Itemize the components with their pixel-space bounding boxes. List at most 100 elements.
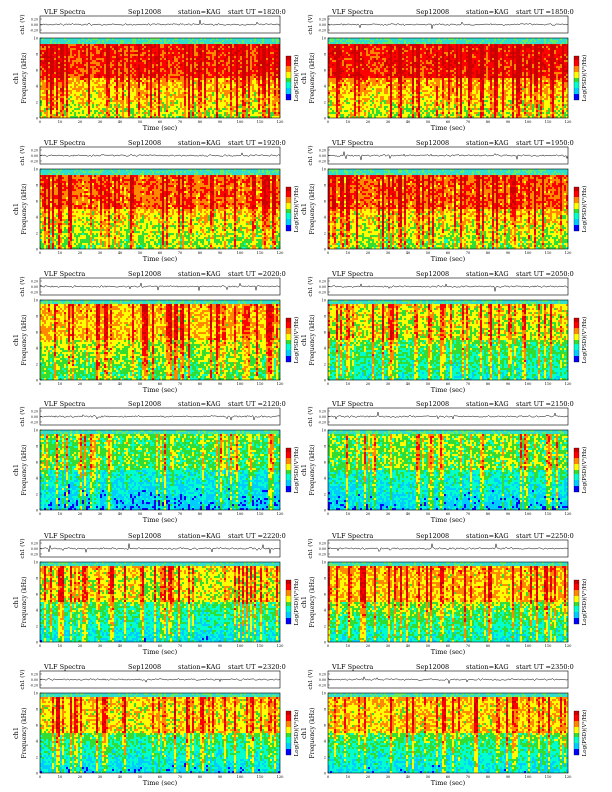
spectrogram-cell <box>42 100 44 102</box>
spectrogram-cell <box>56 84 58 86</box>
spectrogram-cell <box>52 102 54 104</box>
spectrogram-cell <box>40 38 42 40</box>
spectrogram-cell <box>64 46 66 48</box>
spectrogram-cell <box>46 78 48 80</box>
spectrogram-cell <box>56 48 58 50</box>
spectrogram-cell <box>48 54 50 56</box>
spectrogram-cell <box>42 84 44 86</box>
spectrogram-cell <box>42 62 44 64</box>
spectrogram-cell <box>60 62 62 64</box>
spectrogram-cell <box>46 108 48 110</box>
spectrogram-cell <box>48 104 50 106</box>
spectrogram-cell <box>56 42 58 44</box>
spectrogram-cell <box>46 94 48 96</box>
spectrogram-cell <box>48 108 50 110</box>
spectrogram-cell <box>62 102 64 104</box>
trace-tick-label: 0.00 <box>31 23 38 27</box>
spectrogram-cell <box>60 52 62 54</box>
spectrogram-cell <box>58 114 60 116</box>
spectrogram-cell <box>62 66 64 68</box>
spectrogram-cell <box>40 48 42 50</box>
spectrogram-cell <box>58 44 60 46</box>
spectrogram-cell <box>50 72 52 74</box>
spectrogram-cell <box>44 106 46 108</box>
spectrogram-cell <box>44 76 46 78</box>
spectrogram-cell <box>46 92 48 94</box>
spectrogram-cell <box>44 64 46 66</box>
spectrogram-cell <box>48 50 50 52</box>
spectrogram-cell <box>46 66 48 68</box>
spectrogram-cell <box>50 52 52 54</box>
spectrogram-cell <box>50 60 52 62</box>
spectrogram-cell <box>56 90 58 92</box>
spectrogram-cell <box>64 70 66 72</box>
spectrogram-cell <box>44 88 46 90</box>
spectrogram-cell <box>52 72 54 74</box>
spectrogram-cell <box>62 46 64 48</box>
spectrogram-cell <box>42 68 44 70</box>
spectrogram-cell <box>60 56 62 58</box>
spectrogram-cell <box>40 66 42 68</box>
spectrogram-cell <box>66 66 68 68</box>
spectrogram-cell <box>46 86 48 88</box>
spectrogram-cell <box>58 96 60 98</box>
spectrogram-cell <box>46 52 48 54</box>
spectrogram-cell <box>50 46 52 48</box>
spectrogram-cell <box>54 96 56 98</box>
spectrogram-cell <box>56 102 58 104</box>
spectrogram-cell <box>46 90 48 92</box>
spectrogram-cell <box>42 74 44 76</box>
spectrogram-cell <box>56 96 58 98</box>
spectrogram-cell <box>50 76 52 78</box>
spectrogram-cell <box>44 108 46 110</box>
spectrogram-cell <box>62 90 64 92</box>
spectrogram-cell <box>46 76 48 78</box>
spectrogram-cell <box>46 48 48 50</box>
spectrogram-cell <box>58 106 60 108</box>
spectrogram-cell <box>60 100 62 102</box>
spectrogram-cell <box>60 110 62 112</box>
spectrogram-cell <box>64 38 66 40</box>
spectrogram-cell <box>54 38 56 40</box>
spectrogram-cell <box>54 70 56 72</box>
spectrogram-cell <box>40 108 42 110</box>
spectrogram-cell <box>50 50 52 52</box>
spectrogram-cell <box>44 42 46 44</box>
spectrogram-cell <box>40 86 42 88</box>
spectrogram-cell <box>64 40 66 42</box>
spectrogram-cell <box>60 42 62 44</box>
spectrogram-cell <box>48 76 50 78</box>
spectrogram-cell <box>58 62 60 64</box>
spectrogram-cell <box>58 70 60 72</box>
spectrogram-cell <box>58 84 60 86</box>
spectrogram-cell <box>48 58 50 60</box>
spectrogram-cell <box>66 114 68 116</box>
spectrogram-cell <box>58 54 60 56</box>
spectrogram-cell <box>50 44 52 46</box>
spectrogram-cell <box>66 106 68 108</box>
spectrogram-cell <box>40 100 42 102</box>
spectrogram-cell <box>64 88 66 90</box>
spectrogram-cell <box>40 94 42 96</box>
spectrogram-cell <box>50 98 52 100</box>
spectrogram-cell <box>56 76 58 78</box>
spectrogram-cell <box>66 72 68 74</box>
spectrogram-cell <box>60 114 62 116</box>
spectrogram-cell <box>58 90 60 92</box>
spectrogram-cell <box>58 104 60 106</box>
spectrogram-cell <box>44 68 46 70</box>
spectrogram-cell <box>56 40 58 42</box>
spectrogram-cell <box>46 50 48 52</box>
spectrogram-cell <box>44 94 46 96</box>
spectrogram-cell <box>50 48 52 50</box>
spectrogram-cell <box>48 70 50 72</box>
spectrogram-cell <box>46 98 48 100</box>
spectrogram-cell <box>62 40 64 42</box>
spectrogram-cell <box>48 66 50 68</box>
spectrogram-cell <box>54 52 56 54</box>
spectrogram-cell <box>44 104 46 106</box>
spectrogram-cell <box>54 42 56 44</box>
spectrogram-cell <box>44 50 46 52</box>
spectrogram-cell <box>46 74 48 76</box>
spectrogram-cell <box>66 56 68 58</box>
